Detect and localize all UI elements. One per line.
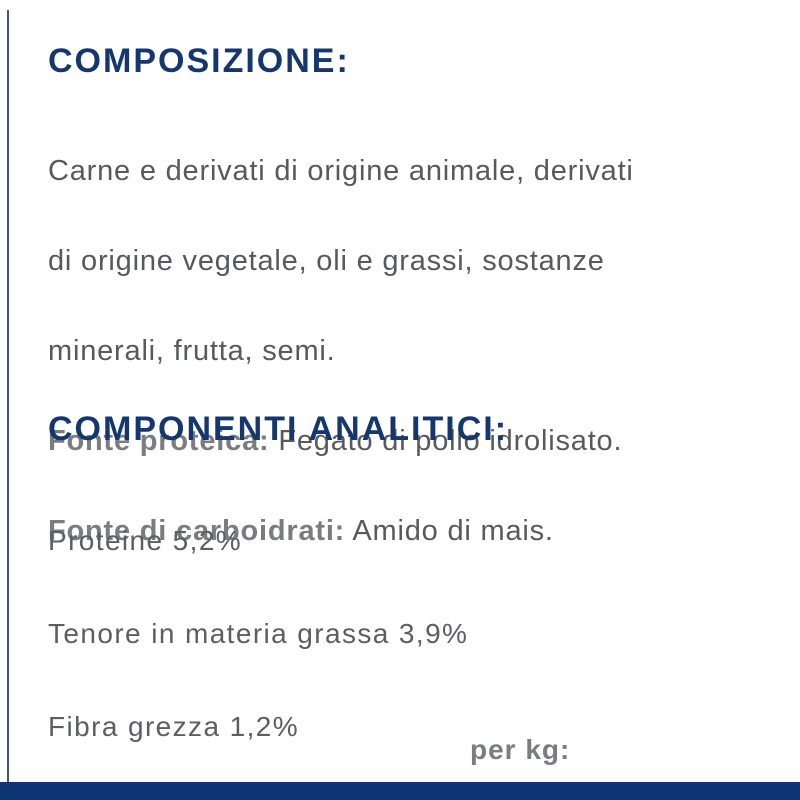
composition-heading: COMPOSIZIONE: bbox=[48, 42, 350, 80]
composition-line: di origine vegetale, oli e grassi, sosta… bbox=[48, 245, 605, 277]
carb-source-value: Amido di mais. bbox=[345, 515, 554, 547]
analytical-item: Proteine 5,2% bbox=[48, 525, 243, 556]
protein-source-value: Fegato di pollo idrolisato. bbox=[269, 425, 623, 457]
per-kg-label: per kg: bbox=[470, 734, 571, 765]
carb-source-label: Fonte di carboidrati: bbox=[48, 515, 346, 547]
protein-source-label: Fonte proteica: bbox=[48, 425, 270, 457]
composition-paragraph: Carne e derivati di origine animale, der… bbox=[48, 96, 748, 606]
analytical-item: Tenore in materia grassa 3,9% bbox=[48, 618, 469, 649]
analytical-item: Fibra grezza 1,2% bbox=[48, 711, 300, 742]
carb-source-line: Fonte di carboidrati: Amido di mais. bbox=[48, 516, 748, 546]
analytical-heading: COMPONENTI ANALITICI: bbox=[48, 410, 509, 448]
protein-source-line: Fonte proteica: Fegato di pollo idrolisa… bbox=[48, 426, 748, 456]
composition-line: Carne e derivati di origine animale, der… bbox=[48, 155, 634, 187]
bottom-bar bbox=[0, 782, 800, 800]
composition-line: minerali, frutta, semi. bbox=[48, 335, 336, 367]
per-kg-block: per kg: Vitamina A 14.954UI Vitamina D3 … bbox=[470, 672, 750, 800]
left-border-line bbox=[7, 10, 9, 782]
analytical-list: Proteine 5,2% Tenore in materia grassa 3… bbox=[48, 463, 468, 800]
